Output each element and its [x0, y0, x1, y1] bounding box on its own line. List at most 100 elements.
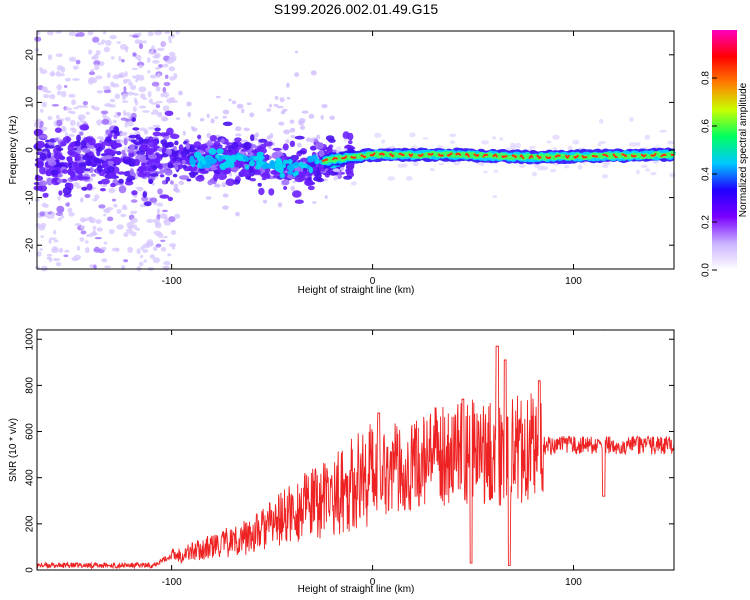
noise-speck [130, 217, 138, 224]
noise-speck [343, 138, 348, 142]
noise-speck [336, 146, 342, 152]
noise-speck [50, 212, 56, 216]
spectral-blob [81, 148, 91, 153]
noise-speck [64, 77, 71, 82]
spectral-blob [235, 154, 243, 161]
spectral-blob [152, 131, 161, 137]
spectral-blob [268, 188, 275, 196]
spectral-blob [76, 147, 82, 154]
noise-speck [156, 100, 163, 104]
noise-speck [52, 258, 61, 262]
spectral-blob [74, 140, 81, 147]
noise-speck [320, 114, 324, 120]
noise-speck [44, 203, 49, 208]
colorbar: 0.0 0.2 0.4 0.6 0.8 Normalized spectral ampl… [701, 30, 749, 277]
noise-speck [147, 126, 155, 130]
spectral-blob [294, 177, 305, 183]
spectral-blob [73, 162, 79, 167]
spectral-blob [62, 187, 72, 195]
noise-speck [103, 46, 110, 53]
noise-speck [276, 105, 284, 109]
spectral-blob [343, 175, 353, 180]
noise-speck [93, 53, 99, 60]
spectral-blob [261, 164, 269, 170]
spectral-blob [234, 137, 242, 142]
spectral-blob [231, 141, 239, 149]
spectral-blob [83, 168, 91, 172]
noise-speck [246, 102, 252, 105]
spectral-blob [276, 159, 282, 166]
noise-speck [139, 127, 147, 132]
spectral-blob [56, 147, 64, 151]
noise-speck [101, 258, 108, 263]
spectral-blob [283, 186, 288, 190]
spectral-blob [67, 144, 74, 153]
colorbar-tick-label: 0.4 [701, 167, 712, 181]
noise-speck [89, 231, 98, 236]
spectral-blob [159, 194, 170, 199]
noise-speck [629, 117, 634, 122]
spectral-blob [318, 149, 325, 158]
spectral-blob [232, 179, 241, 185]
noise-speck [49, 237, 57, 240]
noise-speck [142, 110, 150, 113]
noise-speck [115, 247, 120, 252]
noise-speck [492, 136, 497, 140]
noise-speck [324, 195, 328, 200]
noise-speck [80, 225, 86, 230]
noise-speck [113, 119, 117, 124]
spectral-blob [169, 133, 180, 139]
noise-speck [143, 259, 147, 263]
noise-speck [601, 174, 609, 179]
noise-speck [409, 132, 416, 138]
noise-speck [149, 74, 157, 79]
noise-speck [133, 97, 137, 103]
noise-speck [162, 86, 167, 93]
noise-speck [168, 35, 172, 42]
noise-speck [147, 31, 154, 37]
spectral-blob [243, 141, 252, 150]
noise-speck [93, 64, 100, 71]
colorbar-tick-label: 0.6 [701, 119, 712, 133]
noise-speck [53, 230, 57, 235]
noise-speck [64, 107, 73, 111]
noise-speck [206, 113, 210, 119]
noise-speck [169, 180, 174, 185]
noise-speck [108, 187, 116, 194]
spectral-blob [152, 165, 158, 170]
noise-speck [64, 249, 70, 253]
noise-speck [170, 230, 177, 235]
spectral-blob [220, 138, 225, 144]
spectral-blob [33, 128, 43, 137]
spectral-blob [166, 142, 174, 148]
y-tick-label: 200 [25, 515, 36, 532]
spectral-blob [287, 170, 294, 175]
noise-speck [76, 105, 84, 108]
spectral-blob [342, 131, 350, 140]
spectral-blob [113, 133, 118, 140]
noise-speck [274, 95, 279, 100]
noise-speck [599, 118, 604, 124]
noise-speck [155, 86, 161, 92]
spectral-blob [148, 139, 158, 148]
noise-speck [339, 167, 345, 171]
spectral-blob [145, 149, 151, 155]
noise-speck [140, 254, 143, 259]
y-tick-label: 20 [25, 49, 36, 61]
spectral-blob [86, 159, 92, 167]
noise-speck [75, 59, 81, 65]
noise-speck [429, 167, 435, 172]
noise-speck [162, 265, 170, 270]
noise-speck [51, 104, 60, 107]
noise-speck [127, 225, 134, 229]
noise-speck [45, 90, 52, 94]
noise-speck [153, 218, 160, 224]
spectral-blob [185, 142, 190, 150]
spectral-blob [307, 185, 315, 191]
noise-speck [94, 194, 100, 200]
noise-speck [152, 124, 161, 128]
spectral-blob [126, 158, 136, 165]
noise-speck [40, 235, 44, 239]
spectral-blob [223, 161, 231, 169]
snr-panel: -100 0 100 0 200 400 600 800 1000 Height of str… [8, 328, 675, 595]
